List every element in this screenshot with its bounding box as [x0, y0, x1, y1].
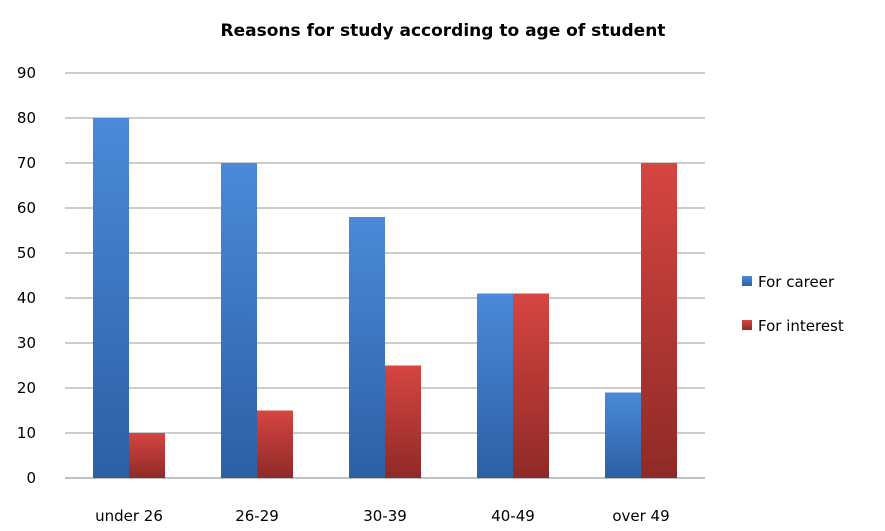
y-tick-label: 60 [17, 199, 36, 217]
bar-career-3 [477, 293, 513, 478]
x-tick-label: 30-39 [363, 507, 407, 525]
legend-item-interest: For interest [742, 317, 844, 335]
y-tick-label: 40 [17, 289, 36, 307]
x-tick-label: under 26 [95, 507, 163, 525]
bar-interest-4 [641, 163, 677, 478]
bar-career-0 [93, 118, 129, 478]
bar-interest-1 [257, 410, 293, 478]
bar-interest-3 [513, 293, 549, 478]
legend-swatch-interest [742, 320, 752, 330]
y-tick-label: 10 [17, 424, 36, 442]
y-tick-label: 90 [17, 64, 36, 82]
y-tick-label: 30 [17, 334, 36, 352]
chart-title: Reasons for study according to age of st… [221, 21, 666, 41]
legend-swatch-career [742, 276, 752, 286]
y-tick-label: 50 [17, 244, 36, 262]
bar-career-4 [605, 392, 641, 478]
legend: For career For interest [742, 273, 844, 335]
bar-career-2 [349, 217, 385, 478]
x-tick-label: 40-49 [491, 507, 535, 525]
legend-label-career: For career [758, 273, 835, 291]
x-tick-label: over 49 [612, 507, 669, 525]
bar-interest-2 [385, 365, 421, 478]
y-tick-label: 80 [17, 109, 36, 127]
legend-item-career: For career [742, 273, 835, 291]
bar-career-1 [221, 163, 257, 478]
y-tick-label: 20 [17, 379, 36, 397]
x-axis-tick-labels: under 26 26-29 30-39 40-49 over 49 [95, 507, 670, 525]
y-tick-label: 0 [26, 469, 36, 487]
legend-label-interest: For interest [758, 317, 844, 335]
bar-interest-0 [129, 433, 165, 478]
bars [93, 118, 677, 478]
y-tick-label: 70 [17, 154, 36, 172]
y-axis-tick-labels: 0 10 20 30 40 50 60 70 80 90 [17, 64, 36, 487]
x-tick-label: 26-29 [235, 507, 279, 525]
